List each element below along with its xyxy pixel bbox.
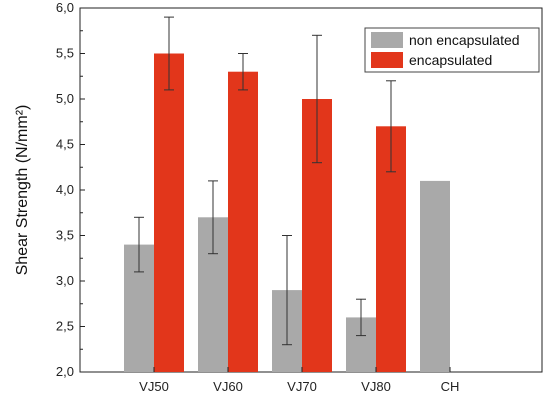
legend-label-non-encapsulated: non encapsulated — [409, 32, 520, 48]
y-tick-label: 5,5 — [56, 46, 74, 61]
legend-swatch-encapsulated — [371, 52, 403, 68]
y-tick-label: 2,0 — [56, 364, 74, 379]
x-tick-label-vj50: VJ50 — [139, 379, 169, 394]
x-tick-label-ch: CH — [441, 379, 460, 394]
y-tick-label: 3,0 — [56, 273, 74, 288]
error-bar-non-encapsulated-vj50 — [134, 216, 144, 273]
legend: non encapsulated encapsulated — [364, 27, 540, 73]
bar-non-encapsulated-ch — [420, 180, 450, 372]
error-bars-layer — [134, 16, 396, 346]
bar-encapsulated-vj50 — [154, 53, 184, 372]
bar-encapsulated-vj60 — [228, 71, 258, 372]
y-tick-label: 4,5 — [56, 137, 74, 152]
error-bar-non-encapsulated-vj70 — [282, 235, 292, 346]
y-tick-label: 6,0 — [56, 0, 74, 15]
x-tick-label-vj80: VJ80 — [361, 379, 391, 394]
y-tick-label: 4,0 — [56, 182, 74, 197]
y-axis-ticks: 2,0 2,5 3,0 3,5 4,0 4,5 5,0 5,5 6,0 — [56, 0, 85, 379]
legend-swatch-non-encapsulated — [371, 32, 403, 48]
error-bar-non-encapsulated-vj60 — [208, 180, 218, 255]
error-bar-encapsulated-vj50 — [164, 16, 174, 91]
y-tick-label: 5,0 — [56, 91, 74, 106]
x-tick-label-vj60: VJ60 — [213, 379, 243, 394]
y-tick-label: 2,5 — [56, 319, 74, 334]
x-axis-ticks: VJ50 VJ60 VJ70 VJ80 CH — [139, 367, 459, 394]
legend-label-encapsulated: encapsulated — [409, 52, 492, 68]
error-bar-encapsulated-vj60 — [238, 53, 248, 91]
x-tick-label-vj70: VJ70 — [287, 379, 317, 394]
y-axis-label: Shear Strength (N/mm²) — [14, 105, 31, 276]
error-bar-encapsulated-vj70 — [312, 34, 322, 164]
error-bar-non-encapsulated-vj80 — [356, 298, 366, 337]
y-tick-label: 3,5 — [56, 228, 74, 243]
error-bar-encapsulated-vj80 — [386, 80, 396, 173]
